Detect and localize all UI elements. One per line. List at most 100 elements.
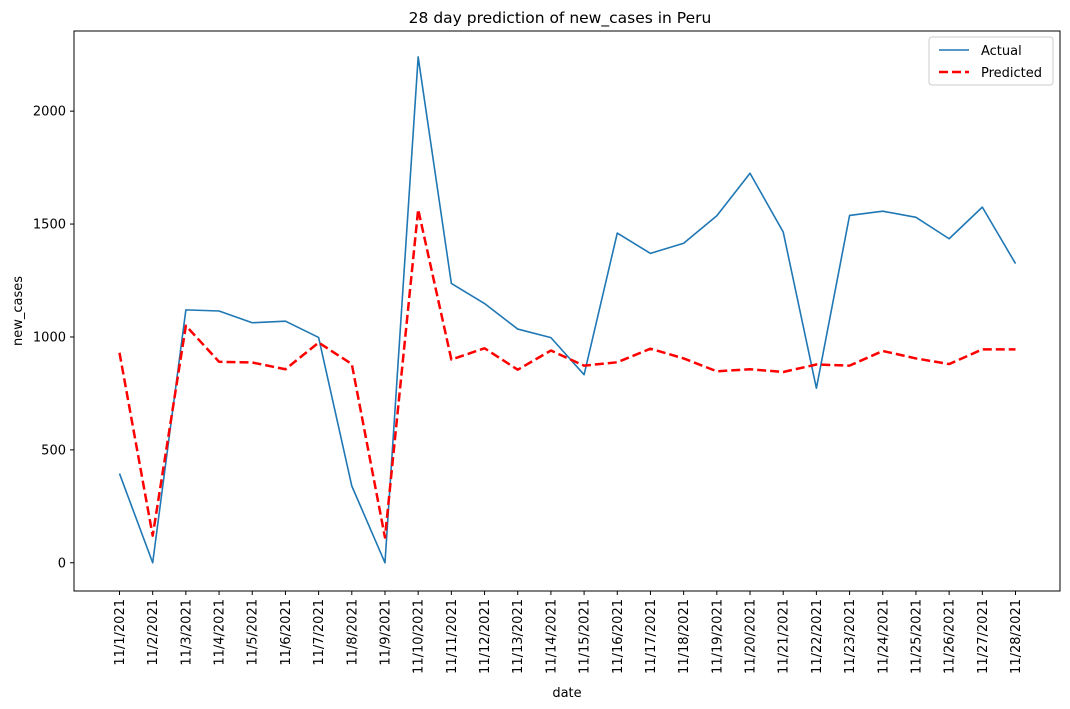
data-point-actual (349, 484, 354, 489)
x-tick-label: 11/5/2021 (246, 599, 261, 666)
x-tick-label: 11/15/2021 (578, 599, 593, 674)
data-point-predicted (449, 357, 454, 362)
data-point-predicted (217, 359, 222, 364)
data-point-predicted (913, 356, 918, 361)
data-point-predicted (582, 363, 587, 368)
data-point-predicted (250, 360, 255, 365)
x-tick-label: 11/12/2021 (478, 599, 493, 674)
y-tick-label: 1500 (33, 218, 66, 233)
data-point-actual (947, 236, 952, 241)
data-point-predicted (349, 362, 354, 367)
y-tick-label: 500 (41, 443, 66, 458)
x-tick-label: 11/4/2021 (213, 599, 228, 666)
data-point-predicted (880, 348, 885, 353)
data-point-actual (316, 335, 321, 340)
x-tick-label: 11/9/2021 (378, 599, 393, 666)
y-tick-label: 1000 (33, 330, 66, 345)
y-axis: 0 500 1000 1500 2000 (33, 105, 74, 571)
data-point-actual (183, 307, 188, 312)
x-tick-label: 11/3/2021 (179, 599, 194, 666)
x-tick-label: 11/28/2021 (1009, 599, 1024, 674)
series-lines (117, 54, 1018, 565)
x-tick-label: 11/27/2021 (976, 599, 991, 674)
data-point-actual (515, 327, 520, 332)
data-point-actual (781, 229, 786, 234)
data-point-predicted (482, 346, 487, 351)
x-tick-label: 11/1/2021 (113, 599, 128, 666)
data-point-actual (117, 471, 122, 476)
data-point-actual (913, 215, 918, 220)
legend-predicted-label: Predicted (981, 66, 1042, 81)
data-point-actual (150, 560, 155, 565)
x-tick-label: 11/6/2021 (279, 599, 294, 666)
series-line-predicted (118, 208, 1016, 539)
x-tick-label: 11/7/2021 (312, 599, 327, 666)
data-point-predicted (648, 346, 653, 351)
x-tick-label: 11/8/2021 (345, 599, 360, 666)
data-point-predicted (814, 362, 819, 367)
data-point-predicted (847, 363, 852, 368)
data-point-actual (482, 301, 487, 306)
data-point-actual (250, 320, 255, 325)
data-point-actual (615, 231, 620, 236)
y-tick-label: 2000 (33, 105, 66, 120)
x-tick-label: 11/21/2021 (777, 599, 792, 674)
x-tick-label: 11/22/2021 (810, 599, 825, 674)
data-point-predicted (117, 350, 122, 355)
data-point-actual (681, 241, 686, 246)
data-point-actual (648, 251, 653, 256)
data-point-predicted (515, 367, 520, 372)
data-point-predicted (1013, 347, 1018, 352)
x-tick-label: 11/23/2021 (843, 599, 858, 674)
data-point-actual (1013, 261, 1018, 266)
data-point-predicted (416, 207, 421, 212)
legend-actual-label: Actual (981, 44, 1022, 59)
x-tick-label: 11/2/2021 (146, 599, 161, 666)
data-point-actual (217, 309, 222, 314)
y-tick-label: 0 (58, 556, 66, 571)
x-tick-label: 11/26/2021 (943, 599, 958, 674)
data-point-actual (416, 54, 421, 59)
data-point-actual (880, 209, 885, 214)
data-point-actual (980, 205, 985, 210)
data-point-actual (748, 171, 753, 176)
y-axis-label: new_cases (11, 276, 26, 346)
data-point-actual (814, 386, 819, 391)
chart-title: 28 day prediction of new_cases in Peru (409, 9, 712, 28)
data-point-predicted (714, 369, 719, 374)
x-tick-label: 11/19/2021 (710, 599, 725, 674)
data-point-predicted (980, 347, 985, 352)
data-point-predicted (316, 340, 321, 345)
data-point-predicted (681, 356, 686, 361)
x-tick-label: 11/25/2021 (909, 599, 924, 674)
data-point-predicted (183, 323, 188, 328)
data-point-predicted (283, 367, 288, 372)
data-point-actual (449, 281, 454, 286)
data-point-actual (714, 213, 719, 218)
x-tick-label: 11/10/2021 (412, 599, 427, 674)
data-point-actual (283, 319, 288, 324)
data-point-predicted (615, 360, 620, 365)
series-line-actual (118, 56, 1017, 564)
data-point-actual (382, 560, 387, 565)
x-axis: 11/1/2021 11/2/2021 11/3/2021 11/4/2021 11/5… (113, 591, 1024, 674)
data-point-actual (582, 372, 587, 377)
x-tick-label: 11/17/2021 (644, 599, 659, 674)
legend: Actual Predicted (928, 36, 1054, 86)
data-point-predicted (382, 535, 387, 540)
x-tick-label: 11/14/2021 (544, 599, 559, 674)
x-tick-label: 11/20/2021 (744, 599, 759, 674)
data-point-predicted (748, 367, 753, 372)
data-point-actual (548, 335, 553, 340)
data-point-predicted (781, 369, 786, 374)
x-tick-label: 11/11/2021 (445, 599, 460, 674)
x-tick-label: 11/13/2021 (511, 599, 526, 674)
data-point-predicted (548, 348, 553, 353)
x-tick-label: 11/24/2021 (876, 599, 891, 674)
x-axis-label: date (552, 686, 581, 701)
x-tick-label: 11/18/2021 (677, 599, 692, 674)
data-point-actual (847, 213, 852, 218)
data-point-predicted (150, 533, 155, 538)
x-tick-label: 11/16/2021 (611, 599, 626, 674)
